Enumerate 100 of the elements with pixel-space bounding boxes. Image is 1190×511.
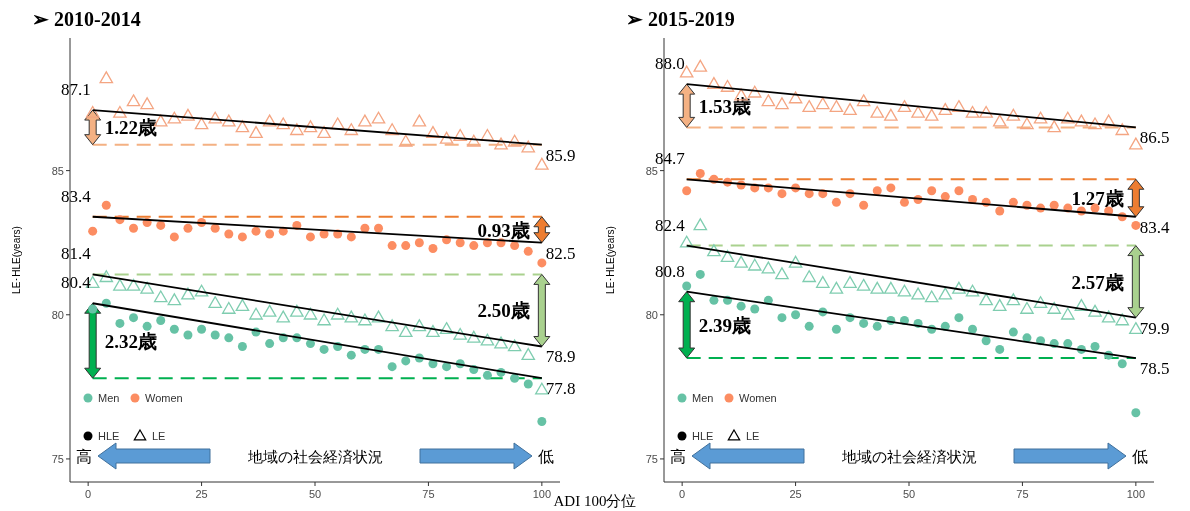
- point: [870, 105, 885, 118]
- point: [788, 255, 803, 268]
- point: [344, 310, 359, 323]
- point: [1088, 304, 1102, 317]
- point: [523, 246, 533, 256]
- point: [521, 140, 536, 153]
- point: [428, 243, 438, 253]
- point: [466, 330, 481, 343]
- point: [1090, 341, 1100, 351]
- point: [1006, 108, 1021, 121]
- point: [924, 290, 939, 303]
- point: [140, 97, 154, 110]
- annotation: 高: [76, 448, 92, 465]
- point: [521, 347, 536, 361]
- y-tick-label: 85: [51, 164, 64, 177]
- annotation: HLE: [692, 430, 714, 442]
- point: [455, 238, 465, 248]
- point: [129, 313, 139, 323]
- point: [750, 304, 760, 314]
- point: [385, 123, 399, 136]
- point: [398, 134, 413, 147]
- point: [221, 301, 236, 314]
- point: [224, 229, 234, 239]
- point: [262, 304, 277, 317]
- point: [153, 290, 168, 303]
- point: [265, 229, 275, 239]
- data-label: 87.1: [60, 80, 91, 100]
- point: [1033, 111, 1048, 124]
- point: [371, 310, 386, 323]
- point: [1060, 111, 1075, 124]
- point: [183, 330, 193, 340]
- point: [221, 114, 236, 127]
- x-tick-label: 0: [679, 488, 686, 500]
- point: [693, 218, 708, 231]
- point: [99, 71, 114, 84]
- point: [899, 197, 909, 207]
- point: [736, 301, 746, 311]
- x-tick-label: 100: [1126, 488, 1146, 500]
- point: [815, 275, 830, 288]
- point: [507, 134, 522, 147]
- point: [439, 131, 454, 144]
- point: [693, 59, 708, 72]
- point: [88, 304, 98, 314]
- data-label: 83.4: [60, 186, 92, 206]
- point: [938, 102, 953, 115]
- point: [804, 321, 814, 331]
- y-tick-label: 80: [51, 308, 64, 321]
- point: [156, 220, 166, 230]
- point: [1060, 307, 1075, 320]
- point: [453, 128, 468, 141]
- point: [181, 108, 195, 121]
- point: [747, 258, 762, 271]
- point: [317, 125, 331, 139]
- data-label: 82.4: [654, 215, 686, 235]
- point: [115, 318, 125, 328]
- point: [843, 102, 857, 115]
- annotation: 地域の社会経済状況: [840, 448, 977, 465]
- point: [1047, 301, 1062, 314]
- point: [720, 79, 735, 92]
- point: [897, 100, 912, 113]
- point: [995, 206, 1005, 216]
- point: [859, 318, 869, 328]
- legend-label: Women: [739, 392, 777, 404]
- point: [510, 241, 520, 251]
- point: [734, 255, 748, 268]
- point: [992, 298, 1007, 311]
- point: [387, 241, 397, 251]
- point: [924, 108, 939, 121]
- point: [679, 235, 694, 248]
- point: [346, 350, 356, 360]
- point: [194, 284, 209, 297]
- point: [952, 100, 966, 113]
- point: [494, 336, 508, 349]
- point: [1101, 114, 1116, 127]
- ref-line-label: 2.50歳: [477, 300, 530, 322]
- point: [169, 324, 179, 334]
- point: [695, 269, 705, 279]
- annotation: LE: [152, 430, 166, 442]
- point: [262, 114, 277, 127]
- point: [927, 186, 937, 196]
- point: [938, 287, 953, 300]
- point: [113, 105, 127, 118]
- ref-line-label: 2.57歳: [1071, 271, 1124, 293]
- point: [156, 316, 166, 326]
- point: [453, 327, 468, 340]
- data-label: 86.5: [1139, 128, 1170, 148]
- point: [1101, 310, 1116, 323]
- point: [412, 319, 427, 332]
- point: [777, 189, 787, 199]
- point: [992, 114, 1007, 127]
- point: [142, 321, 152, 331]
- point: [815, 97, 830, 110]
- point: [720, 249, 735, 262]
- legend-label: 1.53歳: [698, 95, 751, 117]
- point: [290, 304, 304, 317]
- point: [276, 117, 291, 130]
- legend-label: 1.22歳: [104, 117, 157, 139]
- point: [1020, 301, 1034, 314]
- point: [426, 125, 440, 139]
- point: [1115, 313, 1130, 326]
